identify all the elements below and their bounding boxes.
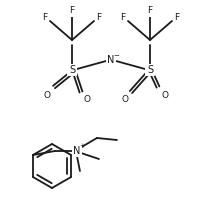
Text: S: S — [69, 65, 75, 75]
Text: F: F — [42, 14, 48, 22]
Text: N: N — [73, 146, 81, 156]
Text: F: F — [96, 14, 101, 22]
Text: F: F — [121, 14, 126, 22]
Text: O: O — [44, 90, 50, 99]
Text: S: S — [147, 65, 153, 75]
Text: −: − — [114, 53, 119, 58]
Text: O: O — [121, 95, 129, 104]
Text: F: F — [69, 7, 75, 15]
Text: O: O — [83, 95, 91, 104]
Text: O: O — [161, 90, 168, 99]
Text: F: F — [147, 7, 153, 15]
Text: F: F — [174, 14, 180, 22]
Text: +: + — [79, 143, 85, 150]
Text: N: N — [107, 55, 115, 65]
